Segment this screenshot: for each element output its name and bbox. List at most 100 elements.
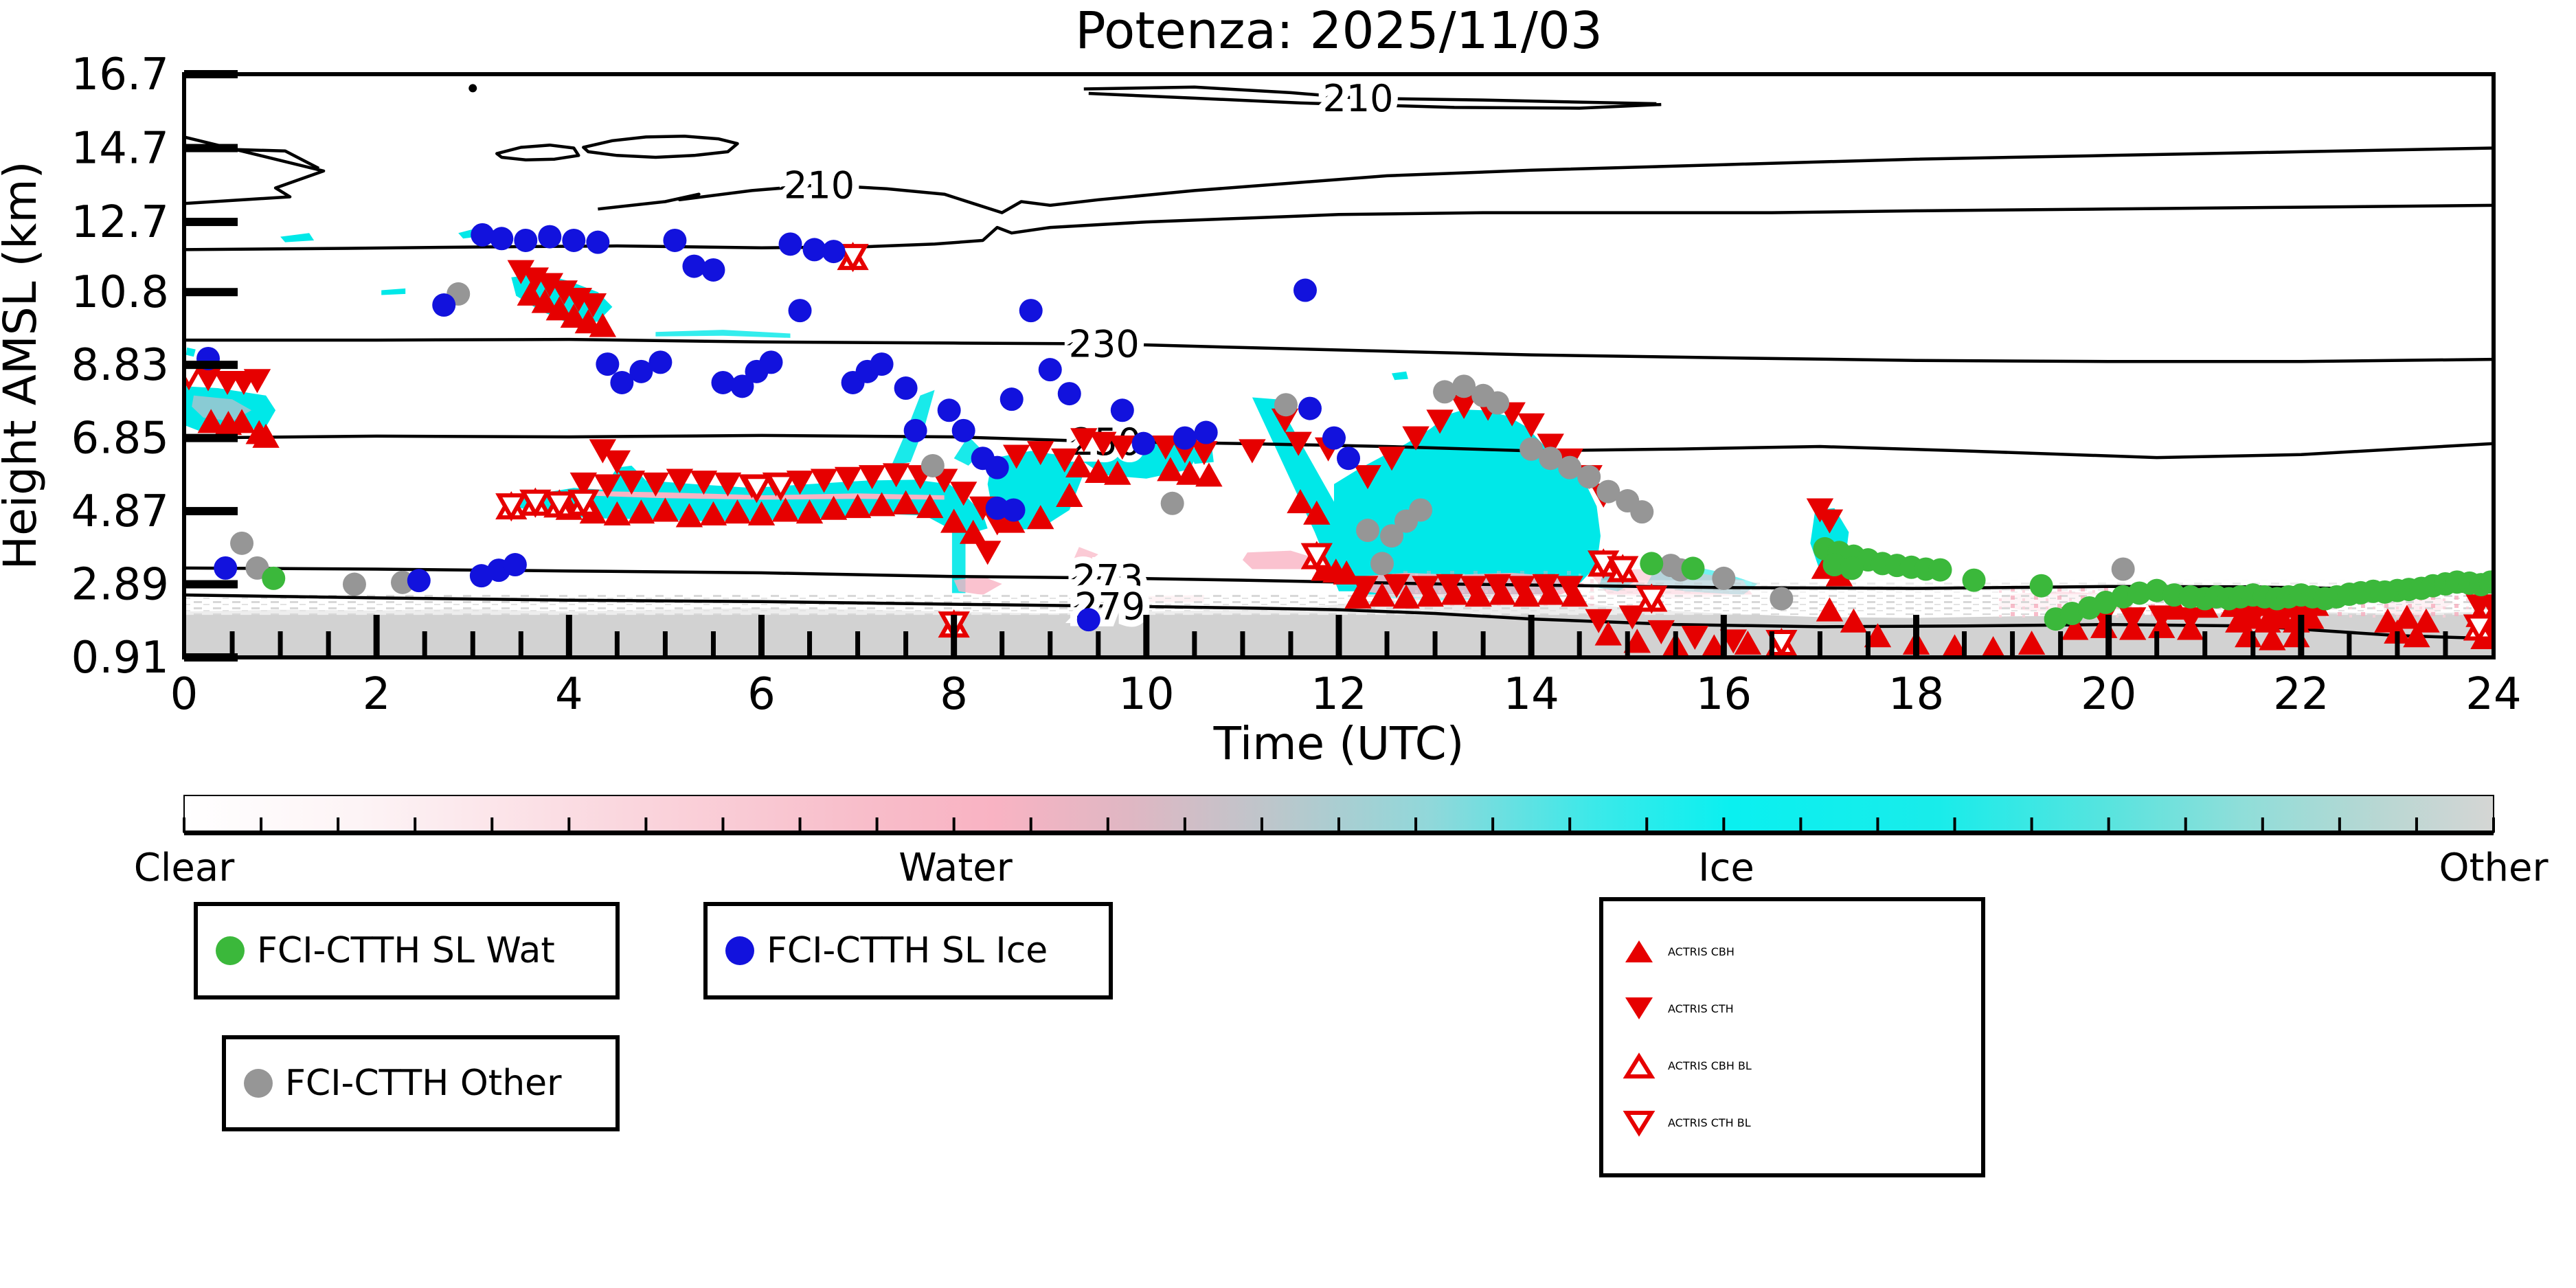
marker-actris-cbh (1864, 623, 1892, 648)
marker-actris-cth (1484, 574, 1511, 598)
y-tick-label: 2.89 (71, 560, 170, 611)
marker-fci-ctth-sl-ice (629, 359, 653, 383)
x-tick-label: 2 (363, 669, 391, 720)
marker-fci-ctth-sl-ice (1173, 426, 1197, 450)
marker-actris-cth (1354, 465, 1381, 490)
marker-actris-cth (882, 463, 910, 488)
colorbar-tick (1414, 817, 1418, 833)
marker-actris-cth (973, 541, 1002, 565)
x-minor-tick (326, 631, 331, 657)
marker-actris-cbh (820, 495, 848, 520)
marker-fci-ctth-other (1160, 491, 1184, 515)
marker-actris-cbh (252, 423, 280, 448)
marker-fci-ctth-sl-wat (1681, 556, 1705, 580)
colorbar-tick (1953, 817, 1956, 833)
x-minor-tick (1480, 631, 1486, 657)
x-minor-tick (2154, 631, 2160, 657)
colorbar-tick (1183, 817, 1186, 833)
marker-actris-cth (949, 482, 978, 506)
marker-fci-ctth-sl-ice (1110, 398, 1134, 422)
patch-ice (1392, 371, 1408, 381)
marker-actris-cbh (545, 296, 574, 321)
marker-actris-cbh (795, 499, 824, 524)
marker-actris-cth-bl (1636, 585, 1668, 614)
marker-fci-ctth-sl-wat (1822, 553, 1846, 577)
marker-actris-cbh (1981, 636, 2005, 657)
marker-fci-ctth-sl-ice (788, 299, 812, 323)
colorbar-label-clear: Clear (134, 846, 235, 890)
x-minor-tick (2010, 631, 2015, 657)
marker-actris-cth (1556, 576, 1583, 600)
x-minor-tick (229, 631, 235, 657)
colorbar-label-other: Other (2439, 846, 2549, 890)
marker-actris-cbh (959, 519, 987, 544)
marker-actris-cbh (2413, 608, 2440, 633)
marker-actris-cth (1003, 444, 1030, 469)
marker-actris-cbh (723, 499, 752, 524)
marker-fci-ctth-sl-ice (1131, 431, 1155, 455)
legend-row-cth-bl: ACTRIS CTH BL (1621, 1107, 1981, 1140)
marker-actris-cth-bl (837, 244, 869, 273)
marker-fci-ctth-other (230, 531, 254, 555)
marker-actris-cth (666, 468, 694, 493)
marker-actris-cbh (868, 492, 896, 517)
marker-actris-cbh (1840, 608, 1868, 633)
marker-fci-ctth-other (1712, 566, 1736, 590)
x-tick-label: 20 (2081, 669, 2136, 720)
marker-actris-cth-bl (1300, 543, 1333, 572)
marker-fci-ctth-sl-ice (985, 455, 1009, 479)
legend-fci-other: FCI-CTTH Other (222, 1035, 620, 1131)
marker-actris-cbh (603, 501, 631, 526)
blue-dot-icon (725, 936, 754, 965)
marker-actris-cth-bl (543, 491, 576, 520)
colorbar-baseline (184, 831, 2494, 835)
colorbar-tick (2107, 817, 2110, 833)
x-minor-tick (614, 631, 620, 657)
legend-fci-ice: FCI-CTTH SL Ice (703, 902, 1113, 999)
marker-actris-cbh (1176, 460, 1204, 485)
marker-fci-ctth-other (2111, 557, 2135, 581)
marker-fci-ctth-sl-wat (2478, 570, 2494, 594)
x-minor-tick (1673, 631, 1678, 657)
x-minor-tick (1625, 631, 1630, 657)
colorbar-tick (490, 817, 494, 833)
marker-fci-ctth-sl-ice (663, 228, 687, 252)
marker-fci-ctth-sl-wat (2127, 581, 2151, 605)
colorbar-tick (875, 817, 879, 833)
marker-actris-cth (1532, 574, 1559, 598)
y-tick (184, 433, 238, 442)
marker-fci-ctth-sl-ice (937, 398, 961, 422)
patch-ice (381, 288, 406, 295)
marker-actris-cbh (675, 503, 703, 528)
y-tick-label: 0.91 (71, 633, 170, 683)
marker-actris-cbh (531, 289, 559, 313)
x-tick-label: 0 (170, 669, 199, 720)
marker-actris-cth (1070, 428, 1098, 453)
marker-actris-cth (1051, 448, 1078, 473)
marker-fci-ctth-sl-wat (1640, 552, 1664, 576)
marker-fci-ctth-sl-ice (1057, 382, 1081, 406)
marker-actris-cth-bl (519, 489, 552, 518)
colorbar-tick (2261, 817, 2264, 833)
colorbar-tick (1260, 817, 1263, 833)
x-minor-tick (1240, 631, 1245, 657)
marker-actris-cbh (1065, 453, 1093, 477)
marker-fci-ctth-sl-ice (802, 238, 826, 262)
x-minor-tick (470, 631, 475, 657)
marker-fci-ctth-sl-wat (1962, 568, 1986, 592)
marker-fci-ctth-sl-ice (682, 254, 706, 278)
marker-fci-ctth-sl-ice (562, 228, 586, 252)
colorbar-tick (1029, 817, 1032, 833)
marker-actris-cbh (2018, 630, 2046, 655)
page-title: Potenza: 2025/11/03 (1075, 1, 1603, 60)
legend-row-cbh: ACTRIS CBH (1621, 935, 1981, 968)
x-tick-label: 4 (555, 669, 583, 720)
legend-row-cbh-bl: ACTRIS CBH BL (1621, 1050, 1981, 1083)
x-tick (2105, 615, 2112, 657)
marker-actris-cbh (228, 409, 256, 433)
marker-fci-ctth-sl-wat (1840, 556, 1864, 580)
marker-fci-ctth-sl-ice (596, 352, 620, 376)
marker-actris-cbh (916, 494, 944, 519)
legend-label-cbh: ACTRIS CBH (1668, 945, 1735, 958)
marker-fci-ctth-sl-ice (432, 293, 456, 317)
